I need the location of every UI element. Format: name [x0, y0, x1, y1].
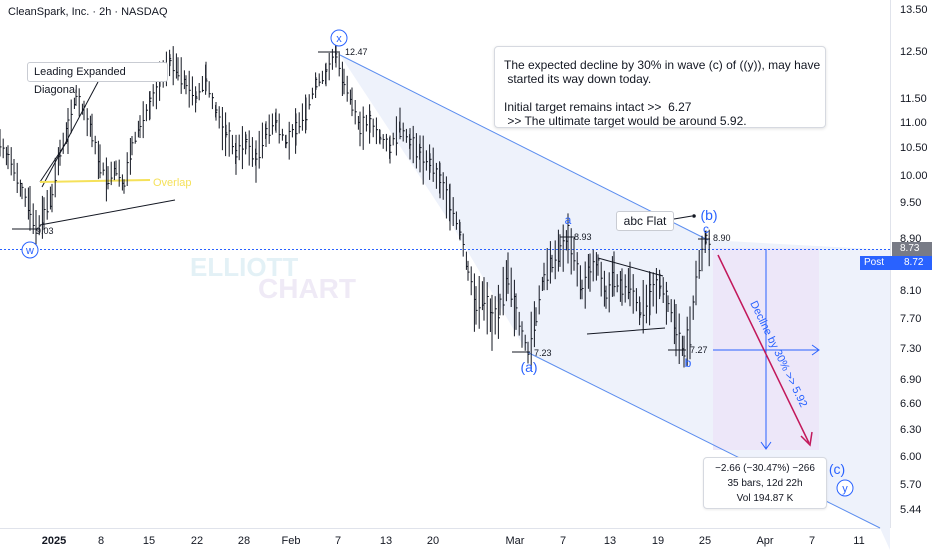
y-tick-label: 7.70: [900, 313, 921, 325]
wave-b-paren-label: (b): [700, 207, 717, 223]
y-tick-label: 6.00: [900, 451, 921, 463]
x-tick-label: 13: [380, 535, 392, 547]
analysis-callout[interactable]: The expected decline by 30% in wave (c) …: [494, 46, 826, 128]
price-annotation: 9.03: [36, 226, 54, 236]
price-annotations: 9.03 12.47 8.93 7.23 7.27 8.90: [36, 47, 731, 358]
y-tick-label: 10.50: [900, 142, 928, 154]
wave-y-circle[interactable]: [836, 479, 854, 497]
wave-c-label: c: [703, 222, 709, 236]
x-tick-label: 20: [427, 535, 439, 547]
y-tick-label: 7.30: [900, 343, 921, 355]
wave-x-label: x: [336, 33, 342, 45]
callout-spacer: [504, 86, 815, 100]
y-tick-label: 6.60: [900, 398, 921, 410]
y-tick-label: 11.00: [900, 117, 927, 129]
decline-arrow[interactable]: [717, 254, 810, 444]
channel-upper-line[interactable]: [339, 54, 709, 241]
price-annotation: 8.93: [574, 232, 592, 242]
y-tick-label: 5.70: [900, 479, 921, 491]
y-tick-label: 10.00: [900, 170, 928, 182]
wave-w-circle[interactable]: [21, 241, 39, 259]
x-tick-label: Mar: [506, 535, 525, 547]
wave-y-label: y: [842, 483, 848, 495]
y-tick-label: 11.50: [900, 93, 927, 105]
x-tick-label: 25: [699, 535, 711, 547]
x-tick-label: 11: [853, 535, 864, 547]
post-price-tag[interactable]: Post 8.72: [860, 256, 932, 270]
post-price-value: 8.72: [904, 257, 924, 268]
callout-line-1: The expected decline by 30% in wave (c) …: [504, 58, 821, 72]
x-tick-label: 7: [335, 535, 341, 547]
abc-flat-label: abc Flat: [623, 214, 667, 228]
x-tick-label: 28: [238, 535, 250, 547]
x-tick-label: Feb: [282, 535, 301, 547]
x-tick-label: 13: [604, 535, 616, 547]
abc-flat-label-box[interactable]: abc Flat: [616, 211, 674, 231]
diagonal-label: Leading Expanded Diagonal: [34, 66, 126, 96]
measure-bars: 35 bars, 12d 22h: [727, 478, 803, 489]
watermark-text-2: CHART: [258, 273, 356, 304]
price-annotation: 8.90: [713, 233, 731, 243]
x-tick-label: 7: [560, 535, 566, 547]
y-tick-label: 13.50: [900, 4, 928, 16]
diagonal-label-box[interactable]: Leading Expanded Diagonal: [27, 62, 168, 96]
callout-line-3: Initial target remains intact >> 6.27: [504, 100, 692, 114]
abc-flat-connector: [673, 215, 693, 220]
wave-w-label: w: [25, 245, 34, 257]
x-tick-label: 8: [98, 535, 104, 547]
y-tick-label: 12.50: [900, 46, 928, 58]
triangle-lower-line: [586, 327, 666, 335]
y-tick-label: 5.44: [900, 504, 921, 516]
decline-arrowhead: [800, 431, 813, 447]
overlap-label: Overlap: [153, 177, 192, 189]
overlap-line: [39, 179, 151, 183]
measure-horizontal-arrowhead: [811, 344, 820, 356]
price-annotation: 12.47: [345, 47, 368, 57]
diagonal-lower-line: [39, 199, 176, 226]
current-price-tag[interactable]: 8.73: [892, 242, 932, 256]
current-price-value: 8.73: [900, 243, 920, 254]
measure-info-box[interactable]: −2.66 (−30.47%) −266 35 bars, 12d 22h Vo…: [703, 457, 827, 509]
wave-c-paren-label: (c): [829, 461, 845, 477]
measure-change: −2.66 (−30.47%) −266: [715, 463, 815, 474]
post-label: Post: [864, 257, 885, 268]
y-tick-label: 6.30: [900, 424, 921, 436]
wave-x-circle[interactable]: [330, 29, 348, 47]
x-tick-label: 7: [809, 535, 815, 547]
x-tick-label: 2025: [42, 535, 66, 547]
price-annotation: 7.27: [690, 345, 708, 355]
time-axis[interactable]: 2025 8 15 22 28 Feb 7 13 20 Mar 7 13 19 25 Apr 7 11: [42, 535, 865, 547]
wave-a-label: a: [565, 213, 572, 227]
y-tick-label: 8.10: [900, 285, 921, 297]
callout-line-4: >> The ultimate target would be around 5…: [504, 114, 747, 128]
x-tick-label: 15: [143, 535, 155, 547]
diagonal-upper-line: [39, 139, 69, 183]
callout-line-2: started its way down today.: [504, 72, 652, 86]
chart-title: CleanSpark, Inc. · 2h · NASDAQ: [8, 6, 168, 18]
wave-b-label: b: [685, 356, 692, 370]
y-tick-label: 6.90: [900, 374, 921, 386]
measure-volume: Vol 194.87 K: [736, 493, 794, 504]
abc-flat-connector-dot: [692, 214, 696, 218]
x-tick-label: 19: [652, 535, 664, 547]
measure-vertical-arrowhead: [760, 441, 772, 450]
x-tick-label: 22: [191, 535, 203, 547]
price-annotation: 7.23: [534, 348, 552, 358]
wave-a-paren-label: (a): [520, 359, 537, 375]
watermark-text-1: ELLIOTT: [190, 252, 298, 282]
x-tick-label: Apr: [756, 535, 773, 547]
diagonal-leader-line: [41, 81, 99, 188]
y-tick-label: 9.50: [900, 197, 921, 209]
